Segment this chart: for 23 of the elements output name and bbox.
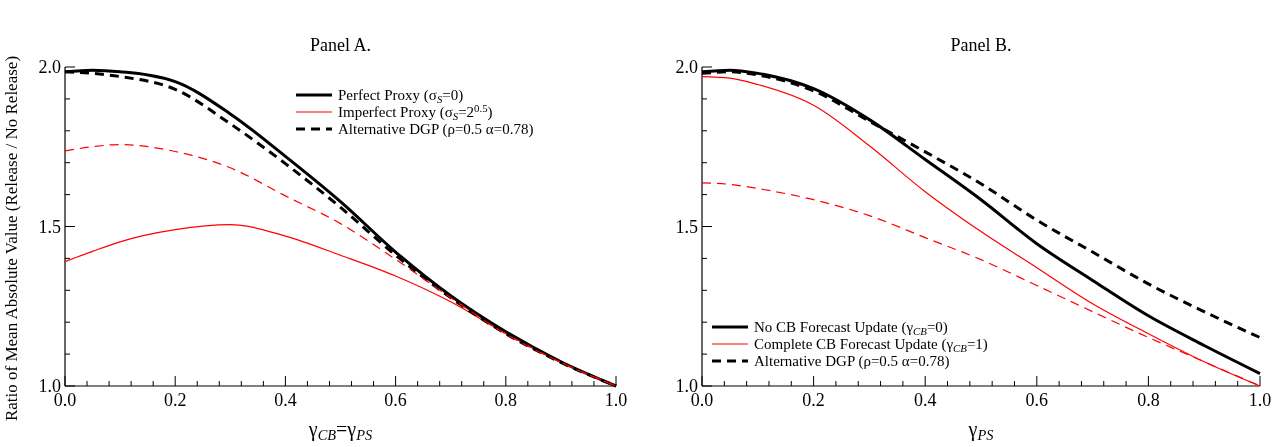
x-tick-label: 0.8 xyxy=(494,390,518,410)
legend-label: Alternative DGP (ρ=0.5 α=0.78) xyxy=(754,353,950,370)
x-tick-label: 0.2 xyxy=(802,390,825,410)
legend-label: Complete CB Forecast Update (γ$_{CB}$=1) xyxy=(754,336,988,355)
y-axis-title: Ratio of Mean Absolute Value (Release / No Release) xyxy=(2,55,21,422)
legend-label: Alternative DGP (ρ=0.5 α=0.78) xyxy=(338,121,534,138)
y-tick-label: 1.5 xyxy=(38,216,61,237)
x-tick-label: 1.0 xyxy=(604,390,628,410)
x-axis-title: γ$_{CB}$=γ$_{PS}$ xyxy=(307,418,373,444)
x-tick-label: 0.6 xyxy=(1025,390,1049,410)
y-tick-label: 2.0 xyxy=(38,57,61,77)
x-tick-label: 0.4 xyxy=(274,390,297,410)
x-tick-label: 0.2 xyxy=(163,390,187,410)
chart-title: Panel A. xyxy=(310,35,371,55)
x-tick-label: 1.0 xyxy=(1248,390,1272,410)
x-tick-label: 0.8 xyxy=(1137,390,1160,410)
x-axis-title: γ$_{PS}$ xyxy=(967,418,994,444)
x-tick-label: 0.6 xyxy=(384,390,407,410)
legend-label: No CB Forecast Update (γ$_{CB}$=0) xyxy=(754,319,948,338)
y-tick-label: 1.5 xyxy=(675,216,698,237)
chart-title: Panel B. xyxy=(950,35,1012,55)
y-tick-label: 2.0 xyxy=(675,57,698,77)
x-tick-label: 0.4 xyxy=(913,390,937,410)
